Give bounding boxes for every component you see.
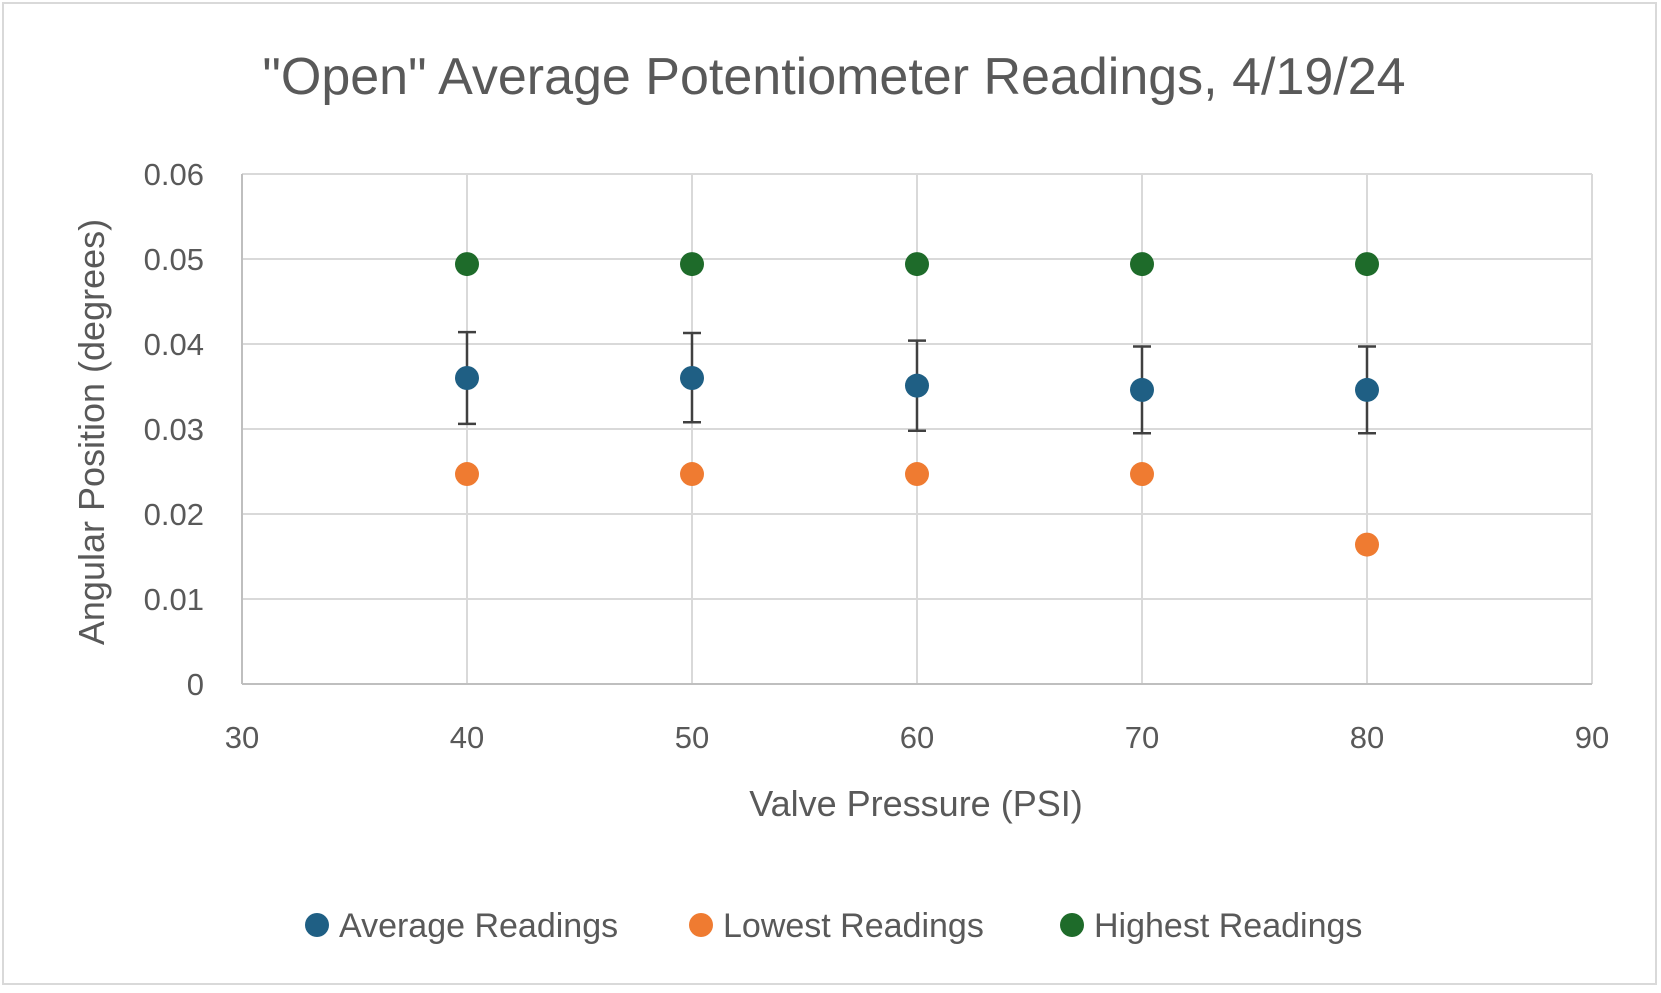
data-points [455,252,1379,557]
data-point-series-1 [1355,532,1379,557]
axes [241,174,1592,685]
legend-item: Lowest Readings [689,907,984,945]
data-point-series-0 [1130,377,1154,402]
x-tick-label: 60 [900,720,934,755]
y-tick-label: 0.02 [144,497,204,532]
data-point-series-1 [680,462,704,487]
y-tick-label: 0.03 [144,412,204,447]
y-tick-label: 0.01 [144,582,204,617]
scatter-chart: "Open" Average Potentiometer Readings, 4… [71,48,1610,945]
legend: Average Readings Lowest Readings Highest R… [305,907,1362,945]
tick-labels: 0 0.01 0.02 0.03 0.04 0.05 0.06 30 40 50 60 70 80 90 [144,157,1610,755]
data-point-series-2 [680,252,704,277]
data-point-series-0 [1355,377,1379,402]
legend-marker [689,913,713,937]
y-tick-label: 0 [187,667,204,702]
x-tick-label: 80 [1350,720,1384,755]
data-point-series-2 [1130,252,1154,277]
y-axis-label: Angular Position (degrees) [71,219,112,645]
data-point-series-1 [905,462,929,487]
x-axis-label: Valve Pressure (PSI) [749,783,1082,824]
legend-label: Average Readings [339,907,618,945]
data-point-series-2 [1355,252,1379,277]
data-point-series-0 [680,366,704,390]
legend-marker [1060,913,1084,937]
data-point-series-1 [1130,462,1154,487]
legend-item: Highest Readings [1060,907,1362,945]
data-point-series-0 [455,366,479,390]
y-tick-label: 0.05 [144,242,204,277]
legend-marker [305,913,329,937]
x-tick-label: 30 [225,720,259,755]
data-point-series-0 [905,373,929,398]
x-tick-label: 40 [450,720,484,755]
x-tick-label: 50 [675,720,709,755]
legend-item: Average Readings [305,907,618,945]
data-point-series-2 [905,252,929,277]
y-tick-label: 0.04 [144,327,204,362]
data-point-series-2 [455,252,479,277]
chart-title: "Open" Average Potentiometer Readings, 4… [262,48,1405,106]
y-tick-label: 0.06 [144,157,204,192]
legend-label: Highest Readings [1094,907,1362,945]
data-point-series-1 [455,462,479,487]
x-tick-label: 90 [1575,720,1609,755]
legend-label: Lowest Readings [723,907,984,945]
x-tick-label: 70 [1125,720,1159,755]
